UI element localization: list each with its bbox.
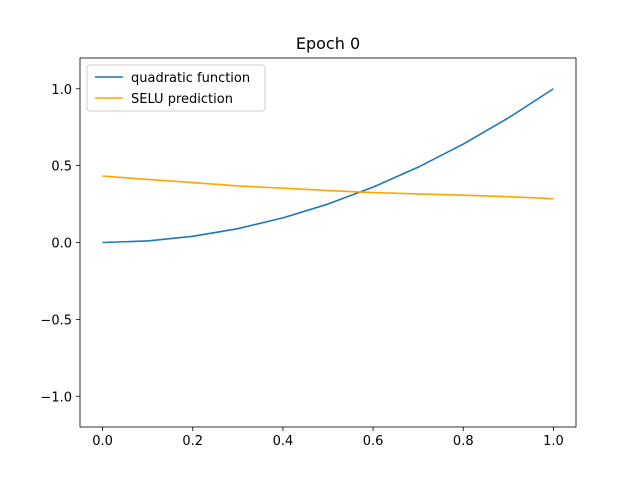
series-line-1 (102, 175, 554, 200)
legend-box (86, 64, 266, 112)
x-axis: 0.0 0.2 0.4 0.6 0.8 1.0 (92, 427, 564, 449)
legend: quadratic function SELU prediction (86, 64, 266, 112)
y-tick-label: −1.0 (40, 390, 72, 405)
series-line-0 (102, 88, 554, 244)
x-tick-label: 0.0 (92, 434, 113, 449)
x-tick-label: 0.2 (182, 434, 203, 449)
x-tick-label: 1.0 (543, 434, 564, 449)
x-tick-label: 0.4 (273, 434, 294, 449)
plot-frame (79, 57, 577, 428)
y-tick-label: −0.5 (40, 313, 72, 328)
legend-label: SELU prediction (131, 92, 233, 107)
legend-label: quadratic function (131, 71, 250, 86)
y-tick-label: 1.0 (51, 83, 72, 98)
plot-area (79, 57, 577, 428)
x-tick-label: 0.8 (453, 434, 474, 449)
chart-title: Epoch 0 (296, 34, 360, 53)
series-group (102, 88, 554, 244)
x-tick-label: 0.6 (363, 434, 384, 449)
y-tick-label: 0.5 (51, 160, 72, 175)
y-tick-label: 0.0 (51, 237, 72, 252)
y-axis: −1.0 −0.5 0.0 0.5 1.0 (40, 83, 80, 405)
